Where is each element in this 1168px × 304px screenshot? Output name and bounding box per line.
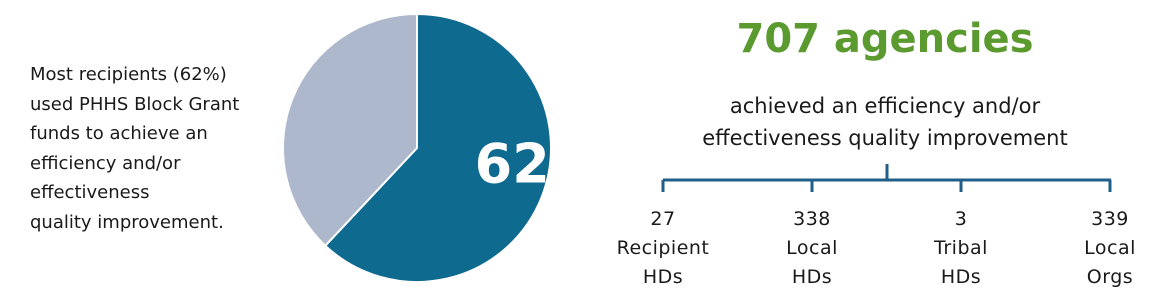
pie-slice (282, 12, 418, 248)
description-line: effectiveness (30, 182, 150, 203)
description-line: Most recipients (62%) (30, 64, 227, 85)
description: Most recipients (62%) used PHHS Block Gra… (30, 60, 239, 237)
subheadline-line: effectiveness quality improvement (702, 126, 1068, 150)
subheadline-line: achieved an efficiency and/or (729, 94, 1041, 118)
slice-label: 62% (475, 133, 604, 196)
breakdown-label: Tribal HDs (934, 237, 988, 288)
headline: 707 agencies (736, 16, 1034, 62)
breakdown-label: Local HDs (786, 237, 838, 288)
description-line: funds to achieve an (30, 123, 208, 144)
breakdown-value: 339 (1091, 208, 1129, 230)
breakdown-label: Local Orgs (1084, 237, 1136, 288)
breakdown-item: 27 Recipient HDs (593, 205, 733, 292)
description-line: quality improvement. (30, 211, 224, 233)
breakdown-item: 338 Local HDs (742, 205, 882, 292)
breakdown-item: 339 Local Orgs (1040, 205, 1168, 292)
description-line: efficiency and/or (30, 152, 181, 174)
breakdown-value: 3 (954, 208, 968, 230)
breakdown-value: 338 (793, 208, 831, 230)
pie-slice (323, 12, 552, 283)
pie: 62% (282, 12, 604, 283)
breakdown-value: 27 (650, 208, 676, 230)
bracket (661, 164, 1112, 192)
description-line: used PHHS Block Grant (30, 93, 240, 115)
subheadline: achieved an efficiency and/or effectivene… (640, 90, 1130, 154)
breakdown-item: 3 Tribal HDs (891, 205, 1031, 292)
breakdown-label: Recipient HDs (616, 237, 710, 288)
